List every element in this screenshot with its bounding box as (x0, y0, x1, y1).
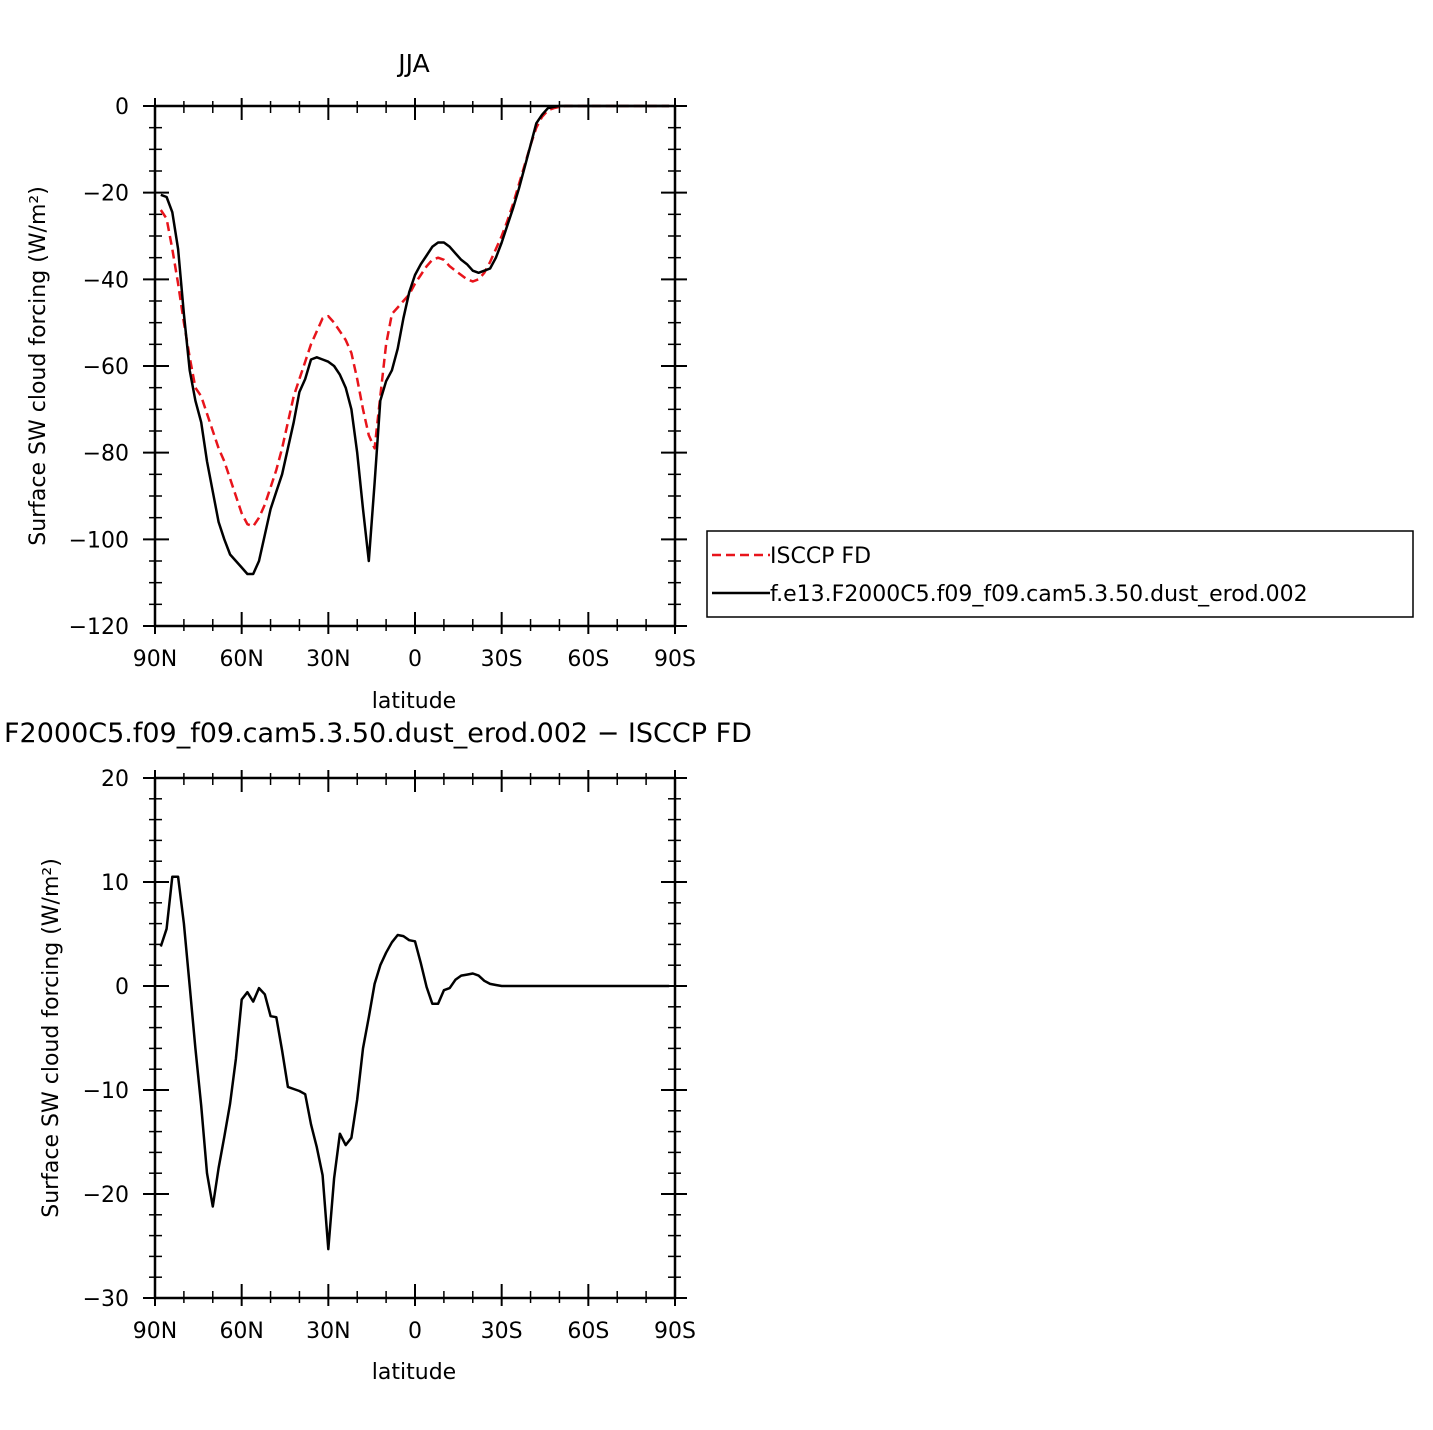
y-tick-label: −20 (83, 1183, 129, 1208)
top-panel: JJA Surface SW cloud forcing (W/m²) lati… (26, 49, 1414, 714)
top-panel-tick-labels: 90N 60N 30N 0 30S 60S 90S 0 −20 −40 −60 −80 −100 −120 (69, 95, 696, 672)
x-tick-label: 60N (219, 647, 263, 672)
bottom-panel-title: F2000C5.f09_f09.cam5.3.50.dust_erod.002 … (4, 718, 752, 749)
legend-label-isccp: ISCCP FD (770, 544, 871, 569)
y-tick-label: −80 (83, 442, 129, 467)
top-panel-title: JJA (396, 49, 429, 78)
x-tick-label: 90N (133, 1319, 177, 1344)
x-tick-label: 30S (481, 647, 523, 672)
x-tick-label: 30S (481, 1319, 523, 1344)
x-tick-label: 90S (654, 647, 696, 672)
x-tick-label: 30N (306, 1319, 350, 1344)
y-tick-label: −100 (69, 528, 129, 553)
y-tick-label: −20 (83, 182, 129, 207)
y-tick-label: −60 (83, 355, 129, 380)
bottom-panel-tick-labels: 90N 60N 30N 0 30S 60S 90S 20 10 0 −10 −20 −30 (83, 767, 696, 1344)
bottom-panel-y-axis-label: Surface SW cloud forcing (W/m²) (39, 858, 64, 1218)
legend: ISCCP FD f.e13.F2000C5.f09_f09.cam5.3.50… (706, 530, 1414, 618)
legend-label-model: f.e13.F2000C5.f09_f09.cam5.3.50.dust_ero… (770, 582, 1308, 607)
x-tick-label: 0 (408, 1319, 422, 1344)
series-line-difference (159, 875, 670, 1251)
bottom-panel-frame (153, 776, 677, 1300)
y-tick-label: −10 (83, 1079, 129, 1104)
top-panel-x-axis-label: latitude (372, 689, 456, 714)
top-panel-frame (153, 104, 677, 628)
y-tick-label: 10 (101, 871, 129, 896)
x-tick-label: 0 (408, 647, 422, 672)
x-tick-label: 90N (133, 647, 177, 672)
top-panel-y-axis-label: Surface SW cloud forcing (W/m²) (26, 186, 51, 546)
bottom-panel-series (159, 875, 670, 1251)
x-tick-label: 60S (567, 1319, 609, 1344)
bottom-panel: F2000C5.f09_f09.cam5.3.50.dust_erod.002 … (4, 718, 752, 1385)
y-tick-label: −40 (83, 268, 129, 293)
x-tick-label: 90S (654, 1319, 696, 1344)
x-tick-label: 60N (219, 1319, 263, 1344)
y-tick-label: 0 (115, 95, 129, 120)
bottom-panel-x-axis-label: latitude (372, 1360, 456, 1385)
y-tick-label: 20 (101, 767, 129, 792)
x-tick-label: 30N (306, 647, 350, 672)
y-tick-label: −120 (69, 615, 129, 640)
legend-box (706, 530, 1414, 618)
y-tick-label: −30 (83, 1287, 129, 1312)
x-tick-label: 60S (567, 647, 609, 672)
y-tick-label: 0 (115, 975, 129, 1000)
